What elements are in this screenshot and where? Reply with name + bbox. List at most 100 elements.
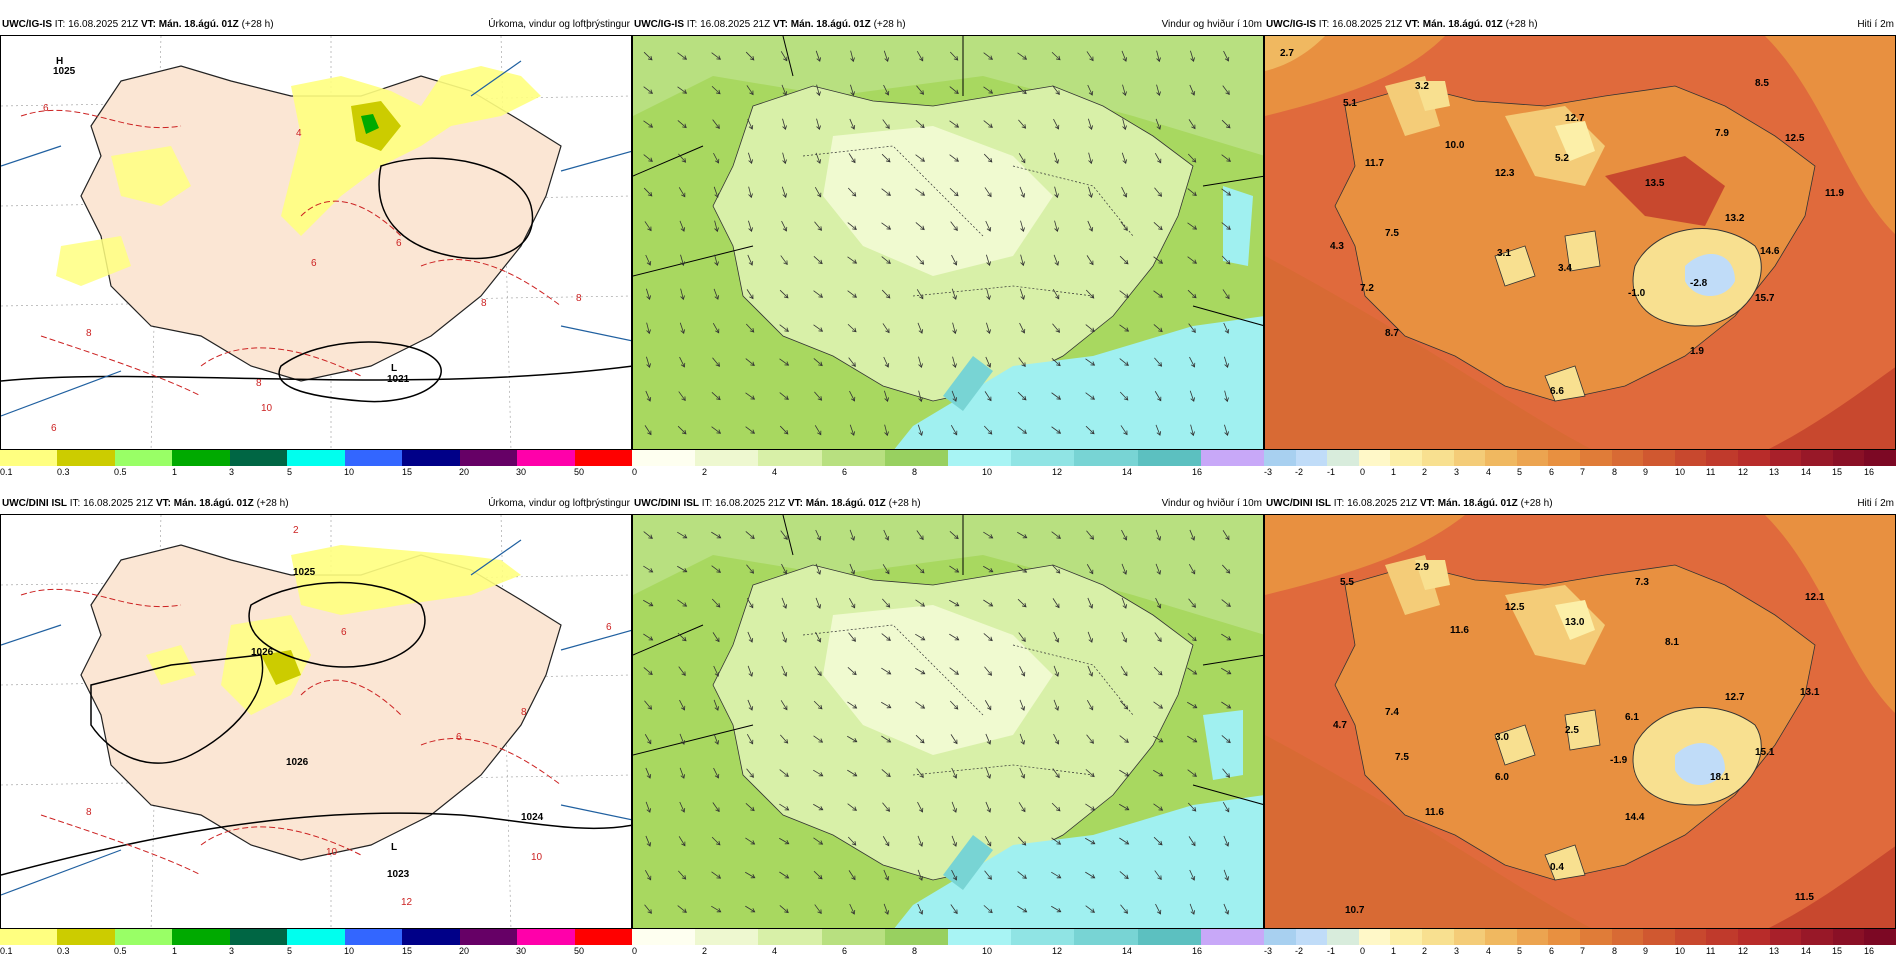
- temp-value: 2.9: [1415, 562, 1429, 573]
- wind-arrow: [881, 633, 891, 641]
- wind-arrow-head: [1056, 55, 1061, 61]
- wind-arrow-head: [1123, 705, 1129, 710]
- temp-isoline-label: 6: [51, 423, 57, 434]
- map-wind[interactable]: [632, 514, 1264, 929]
- temp-isoline-label: 6: [43, 103, 49, 114]
- wind-arrow: [949, 531, 959, 539]
- wind-arrow: [748, 220, 752, 232]
- map-precip[interactable]: H 1025 L 1021 6 4 6 6 8 10 8 8 8 6: [0, 35, 632, 450]
- wind-arrow-head: [1089, 294, 1095, 299]
- wind-arrow-head: [918, 397, 923, 403]
- wind-arrow-head: [1124, 806, 1130, 811]
- wind-arrow: [1187, 769, 1197, 777]
- wind-arrow: [645, 254, 651, 266]
- legend-swatch: [1548, 450, 1580, 466]
- map-wind[interactable]: [632, 35, 1264, 450]
- map-precip[interactable]: L 1023 1024 1026 1026 1025 2 6 6 8 8 10 …: [0, 514, 632, 929]
- wind-arrow-head: [1191, 807, 1197, 812]
- pressure-label: 1025: [293, 567, 316, 578]
- wind-arrow: [677, 599, 687, 607]
- wind-arrow-head: [1090, 361, 1096, 366]
- wind-arrow: [814, 391, 822, 401]
- wind-arrow-head: [1192, 738, 1198, 743]
- map-temp[interactable]: 5.5 2.9 7.3 12.1 12.5 13.0 11.6 8.1 13.1…: [1264, 514, 1896, 929]
- wind-arrow: [949, 51, 959, 61]
- wind-arrow-head: [782, 159, 787, 165]
- panel-r2-precip: UWC/DINI ISL IT: 16.08.2025 21Z VT: Mán.…: [0, 494, 632, 956]
- wind-arrow-head: [850, 125, 856, 130]
- wind-arrow: [1051, 837, 1061, 845]
- wind-arrow: [1121, 631, 1127, 643]
- temp-isoline-label: 10: [326, 847, 338, 858]
- legend-swatch: [1264, 450, 1296, 466]
- temp-value: 10.0: [1445, 140, 1465, 151]
- wind-arrow: [951, 390, 957, 402]
- wind-arrow: [679, 733, 685, 745]
- wind-arrow-head: [1225, 773, 1231, 778]
- wind-arrow-head: [1020, 740, 1026, 745]
- wind-arrow: [847, 222, 857, 230]
- wind-arrow: [813, 803, 823, 811]
- wind-arrow: [712, 802, 720, 812]
- legend-tick: 5: [1517, 467, 1523, 477]
- wind-arrow: [643, 51, 653, 61]
- wind-arrow-head: [986, 261, 991, 266]
- wind-arrow: [814, 221, 822, 231]
- wind-arrow-head: [885, 603, 891, 608]
- wind-arrow-head: [1021, 602, 1027, 608]
- wind-arrow-head: [1226, 191, 1232, 196]
- wind-arrow-head: [1089, 705, 1094, 711]
- temp-value: 13.1: [1800, 687, 1820, 698]
- wind-arrow: [678, 666, 686, 676]
- legend-tick: 0.3: [57, 467, 70, 477]
- wind-arrow-head: [1191, 841, 1196, 847]
- wind-arrow: [1018, 632, 1026, 642]
- legend-tick: 11: [1706, 467, 1716, 477]
- wind-arrow-head: [1157, 637, 1162, 643]
- wind-arrow: [1187, 188, 1197, 196]
- wind-arrow-head: [988, 908, 993, 914]
- legend-tick: 16: [1192, 946, 1203, 956]
- wind-arrow-head: [782, 125, 787, 131]
- wind-arrow: [1189, 903, 1195, 915]
- wind-arrow: [916, 768, 924, 778]
- wind-arrow: [1119, 358, 1129, 366]
- wind-arrow: [1017, 871, 1027, 879]
- wind-arrow: [1188, 598, 1196, 608]
- wind-arrow: [1086, 734, 1094, 744]
- map-temp[interactable]: 2.7 5.1 3.2 8.5 10.0 12.7 7.9 12.5 11.7 …: [1264, 35, 1896, 450]
- wind-arrow: [747, 254, 753, 266]
- wind-arrow-head: [749, 773, 754, 778]
- wind-arrow-head: [817, 704, 823, 710]
- panel-r1-temp: UWC/IG-IS IT: 16.08.2025 21Z VT: Mán. 18…: [1264, 15, 1896, 477]
- legend-tick: 14: [1122, 467, 1133, 477]
- wind-arrow: [780, 530, 788, 540]
- temp-legend: [1264, 450, 1896, 466]
- wind-arrow: [881, 769, 891, 777]
- wind-arrow: [984, 870, 992, 880]
- wind-arrow-head: [1122, 570, 1128, 575]
- wind-arrow: [1018, 357, 1026, 367]
- legend-swatch: [1674, 929, 1707, 945]
- wind-arrow: [1121, 529, 1127, 541]
- wind-arrow: [711, 598, 721, 608]
- wind-arrow: [644, 700, 652, 710]
- wind-arrow-head: [817, 874, 823, 880]
- wind-arrow: [1052, 323, 1060, 333]
- wind-arrow: [746, 564, 754, 574]
- it-label: IT: 16.08.2025 21Z: [69, 498, 154, 509]
- wind-arrow: [917, 903, 923, 915]
- wind-arrow: [1222, 768, 1230, 778]
- wind-arrow-head: [1192, 704, 1198, 709]
- wind-arrow-head: [680, 705, 686, 711]
- legend-tick: 2: [702, 467, 708, 477]
- wind-arrow: [983, 565, 993, 573]
- wind-arrow-head: [680, 740, 686, 745]
- wind-arrow-head: [646, 363, 651, 369]
- legend-swatch: [1011, 929, 1075, 945]
- wind-arrow: [882, 323, 890, 333]
- temp-value: 13.2: [1725, 213, 1745, 224]
- wind-arrow-head: [647, 739, 652, 745]
- temp-value: 14.6: [1760, 246, 1780, 257]
- legend-tick: 8: [1612, 467, 1618, 477]
